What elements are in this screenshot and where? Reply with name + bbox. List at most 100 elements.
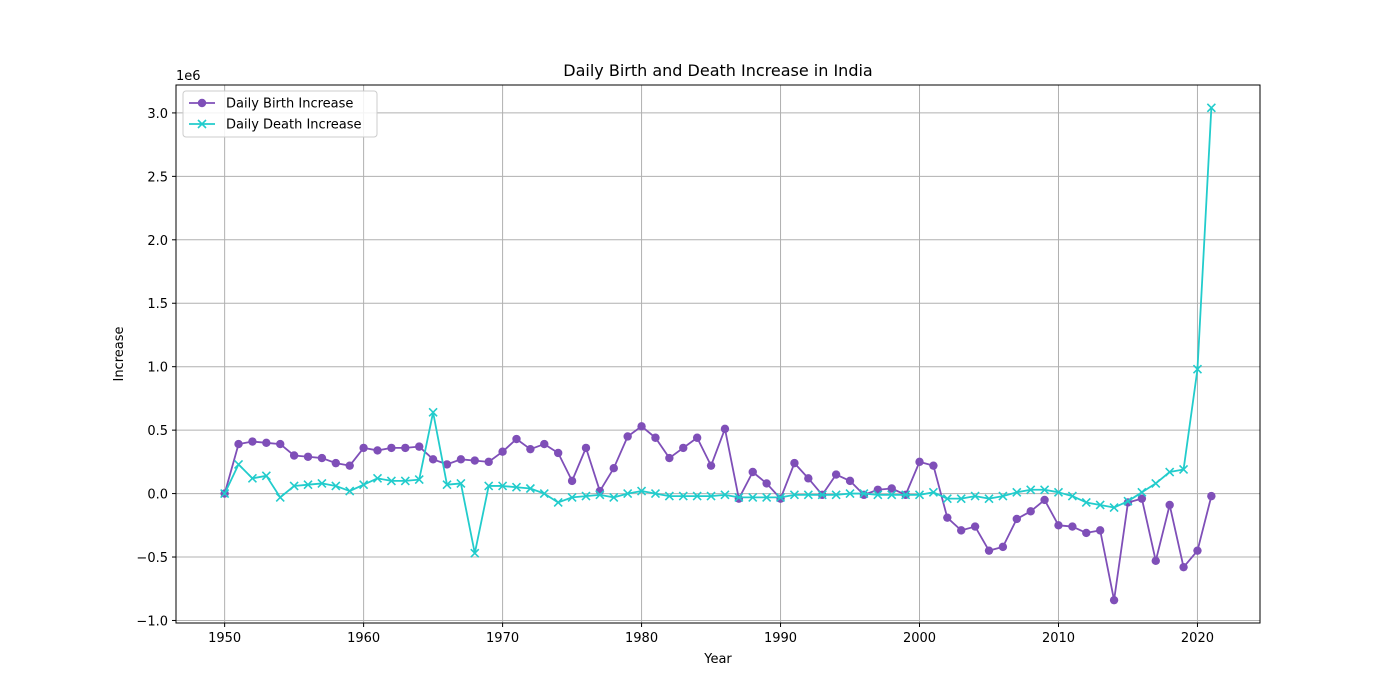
daily-death-increase-point	[706, 491, 716, 501]
daily-birth-increase-point	[1026, 507, 1035, 516]
daily-death-increase-point	[762, 492, 772, 502]
daily-birth-increase-point	[998, 542, 1008, 552]
legend-label-daily-death-increase: Daily Death Increase	[226, 118, 361, 133]
daily-death-increase-point	[748, 492, 758, 502]
daily-death-increase-point	[220, 489, 230, 499]
daily-death-increase-point	[539, 489, 549, 499]
daily-birth-increase-point	[1068, 522, 1077, 531]
grid	[176, 85, 1260, 623]
x-tick-label: 1960	[347, 631, 380, 646]
daily-birth-increase-point	[1109, 595, 1119, 605]
daily-death-increase-point	[1081, 497, 1091, 508]
daily-death-increase-point	[901, 490, 911, 500]
daily-death-increase-point	[289, 481, 299, 491]
daily-birth-increase-point	[957, 526, 966, 535]
daily-birth-increase-point	[442, 460, 452, 469]
daily-birth-increase-point	[262, 438, 271, 448]
daily-birth-increase-point	[359, 443, 368, 453]
plot-frame	[175, 84, 1261, 624]
y-tick-label: −1.0	[136, 614, 168, 629]
daily-birth-increase-point	[470, 456, 479, 465]
x-tick-label: 2020	[1181, 631, 1214, 646]
daily-birth-increase-point	[428, 455, 438, 464]
daily-death-increase-point	[720, 490, 730, 500]
daily-death-increase-point	[303, 480, 313, 490]
daily-death-increase-point	[1026, 485, 1036, 495]
daily-death-increase-point	[317, 478, 327, 488]
daily-birth-increase-point	[1137, 494, 1147, 503]
daily-death-increase-point	[1053, 487, 1064, 497]
daily-death-increase-point	[928, 487, 938, 497]
daily-birth-increase-point	[581, 443, 591, 453]
legend: Daily Birth Increase Daily Death Increase	[182, 90, 378, 138]
daily-birth-increase-point	[734, 494, 744, 503]
chart-title: Daily Birth and Death Increase in India	[563, 61, 872, 80]
daily-birth-increase-point	[762, 479, 771, 488]
daily-death-increase-point	[511, 482, 522, 492]
daily-death-increase-point	[525, 483, 535, 494]
daily-birth-increase-point	[706, 461, 716, 470]
daily-birth-increase-point	[984, 546, 994, 555]
x-tick-label: 1950	[208, 631, 241, 646]
x-tick-label: 2000	[903, 631, 936, 646]
daily-birth-increase-point	[692, 433, 702, 442]
daily-death-increase-point	[873, 490, 883, 500]
daily-birth-increase-point	[401, 443, 410, 453]
daily-death-increase-point	[1067, 491, 1077, 501]
daily-death-increase-point	[595, 490, 605, 500]
daily-death-increase-point	[372, 473, 383, 483]
daily-birth-increase-point	[1151, 556, 1160, 566]
y-axis-label: Increase	[112, 326, 127, 381]
daily-death-increase-point	[803, 490, 813, 500]
daily-death-increase-point	[261, 471, 271, 481]
daily-death-increase-point	[984, 494, 994, 504]
daily-death-increase-point	[1109, 502, 1119, 513]
daily-death-increase-point	[650, 489, 661, 499]
y-tick-label: −0.5	[136, 551, 168, 566]
daily-death-increase-point	[970, 491, 980, 501]
y-tick-label: 1.5	[147, 297, 168, 312]
daily-birth-increase-point	[345, 461, 354, 470]
daily-death-increase-point	[609, 492, 619, 502]
daily-birth-increase-point	[567, 476, 577, 486]
daily-birth-increase-point	[248, 437, 257, 446]
daily-death-increase-point	[831, 490, 841, 500]
daily-birth-increase-point	[1193, 546, 1202, 555]
daily-birth-increase-point	[748, 467, 757, 477]
daily-death-increase-point	[470, 548, 480, 558]
daily-death-increase-point	[817, 490, 827, 500]
daily-death-increase-point	[789, 490, 800, 500]
legend-marker	[197, 119, 207, 129]
plot-area	[220, 103, 1216, 605]
x-tick-label: 2010	[1042, 631, 1075, 646]
daily-death-increase-point	[1040, 485, 1050, 495]
daily-death-increase-point	[623, 489, 633, 499]
legend-frame	[182, 90, 378, 138]
daily-death-increase-point	[359, 480, 369, 490]
daily-death-increase-point	[859, 489, 869, 499]
daily-death-increase-point	[331, 481, 341, 491]
daily-death-increase-point	[567, 492, 577, 502]
y-tick-label: 0.5	[147, 424, 168, 439]
daily-death-increase-point	[1137, 487, 1147, 497]
daily-birth-increase-point	[234, 439, 243, 449]
daily-birth-increase-point	[498, 447, 507, 456]
daily-death-increase-point	[664, 491, 674, 501]
daily-death-increase-point	[345, 486, 355, 496]
daily-birth-increase-point	[623, 432, 632, 441]
daily-birth-increase-point	[1179, 562, 1188, 572]
daily-death-increase-point	[734, 492, 744, 502]
daily-death-increase-point	[414, 475, 424, 485]
daily-birth-increase-point	[720, 424, 730, 434]
daily-death-increase-point	[1123, 496, 1133, 506]
daily-death-increase-point	[275, 492, 285, 502]
daily-birth-increase-point	[637, 422, 646, 431]
daily-birth-increase-point	[1095, 526, 1105, 535]
daily-death-increase-point	[428, 407, 438, 417]
daily-death-increase-point	[1165, 467, 1175, 477]
daily-birth-increase-point	[526, 444, 535, 454]
daily-death-increase-point	[484, 481, 494, 491]
daily-birth-increase-point	[1165, 500, 1174, 510]
daily-birth-increase-point	[929, 461, 938, 470]
legend-item: Daily Birth Increase	[189, 97, 353, 112]
